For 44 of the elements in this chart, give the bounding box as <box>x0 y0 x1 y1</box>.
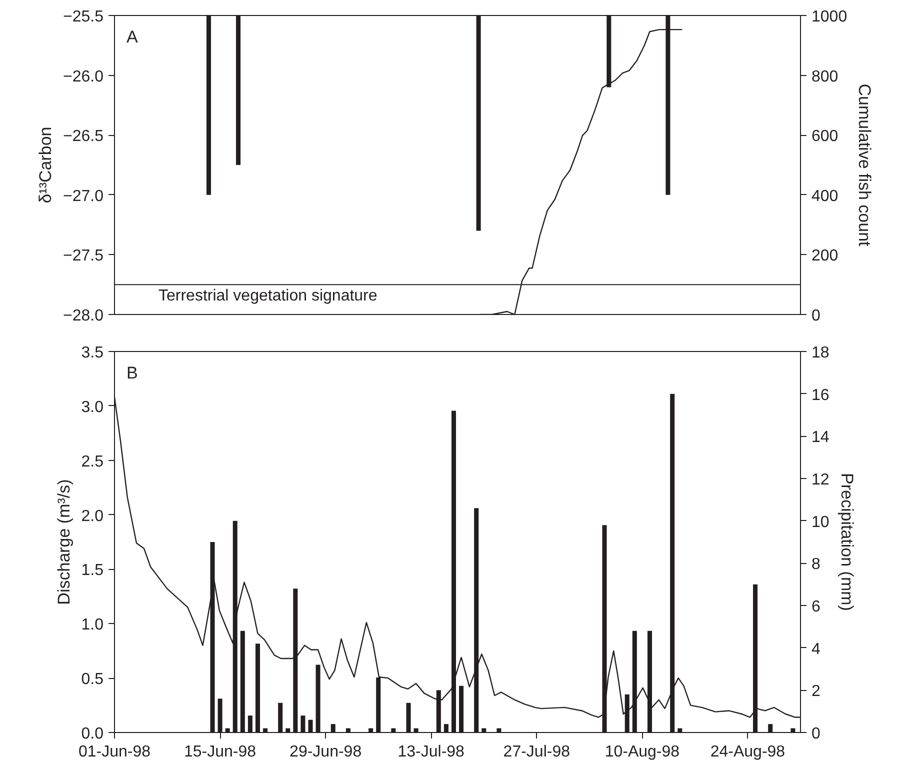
y-tick-label: 2.0 <box>81 508 104 525</box>
y2-tick-label: 0 <box>812 726 820 742</box>
y-axis-title: Discharge (m³/s) <box>54 479 74 605</box>
y-tick-label: 0.0 <box>81 726 104 742</box>
y2-tick-label: 4 <box>812 640 820 658</box>
y2-tick-label: 400 <box>812 188 838 205</box>
x-tick-label: 29-Jun-98 <box>290 744 362 760</box>
x-tick-label: 13-Jul-98 <box>398 744 465 760</box>
y2-tick-label: 1000 <box>812 8 848 26</box>
x-tick-label: 01-Jun-98 <box>78 744 151 760</box>
x-tick-label: 15-Jun-98 <box>184 744 256 760</box>
y2-tick-label: 600 <box>812 128 838 146</box>
y-tick-label: −26.0 <box>63 68 104 86</box>
y2-tick-label: 16 <box>812 386 830 404</box>
y2-tick-label: 0 <box>812 308 820 324</box>
x-tick-label: 24-Aug-98 <box>710 744 786 760</box>
y-tick-label: 3.0 <box>81 398 104 416</box>
y2-tick-label: 10 <box>812 514 830 531</box>
y2-tick-label: 200 <box>812 248 838 265</box>
y-tick-label: 1.5 <box>81 562 104 580</box>
y2-tick-label: 800 <box>812 68 838 86</box>
y2-axis-title: Precipitation (mm) <box>837 473 856 611</box>
y2-tick-label: 6 <box>812 598 820 616</box>
y2-tick-label: 12 <box>812 472 830 488</box>
y-tick-label: 0.5 <box>81 671 104 688</box>
y-axis-title: δ¹³Carbon <box>36 126 56 204</box>
y-tick-label: 2.5 <box>81 453 104 470</box>
y-tick-label: −27.5 <box>63 248 104 265</box>
y2-tick-label: 8 <box>812 556 820 574</box>
y2-tick-label: 18 <box>812 344 830 362</box>
y-tick-label: −27.0 <box>63 188 104 205</box>
x-tick-label: 10-Aug-98 <box>604 744 680 760</box>
y2-tick-label: 2 <box>812 683 820 700</box>
ref-line-label: Terrestrial vegetation signature <box>158 288 378 305</box>
y-tick-label: 3.5 <box>81 344 104 362</box>
y2-axis-title: Cumulative fish count <box>855 84 874 247</box>
y-tick-label: −26.5 <box>63 128 104 146</box>
x-tick-label: 27-Jul-98 <box>503 744 570 760</box>
y-tick-label: −28.0 <box>63 308 104 324</box>
annotation: A <box>126 28 138 46</box>
y-tick-label: 1.0 <box>81 616 104 634</box>
annotation: B <box>126 364 138 382</box>
y2-tick-label: 14 <box>812 429 830 446</box>
y-tick-label: −25.5 <box>63 8 104 26</box>
